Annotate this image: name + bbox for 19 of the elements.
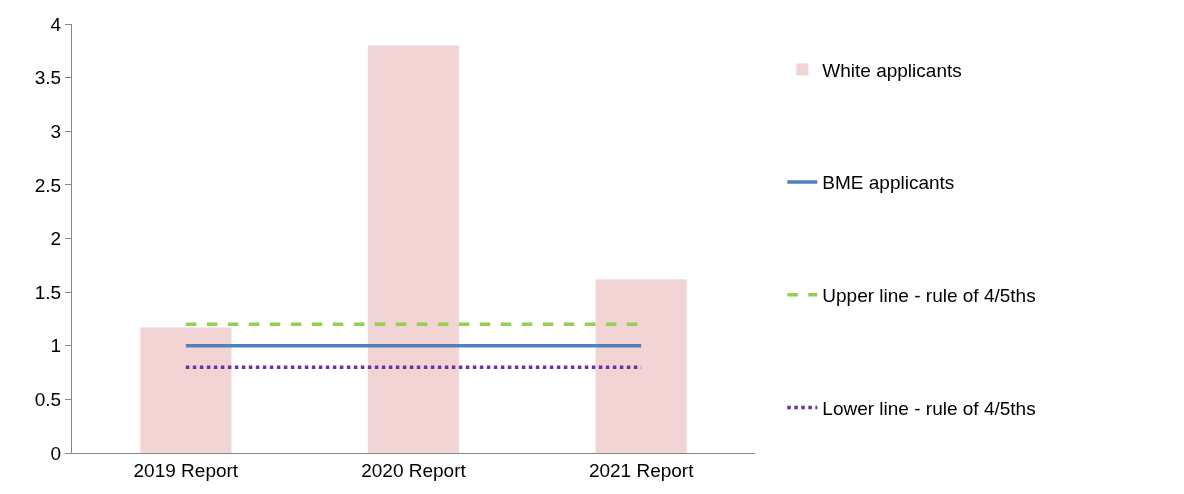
y-tick-label: 2: [50, 228, 62, 250]
legend-label: BME applicants: [822, 172, 955, 194]
y-tick-label: 3.5: [34, 67, 62, 89]
y-tick-label: 1.5: [34, 281, 62, 303]
legend-label: White applicants: [822, 59, 962, 81]
bar: [595, 279, 687, 453]
legend-label: Upper line - rule of 4/5ths: [822, 285, 1036, 307]
x-tick-label: 2020 Report: [361, 459, 467, 481]
y-tick-label: 2.5: [34, 174, 62, 196]
y-tick-label: 1: [50, 335, 62, 357]
y-tick-label: 0: [50, 442, 62, 464]
legend-label: Lower line - rule of 4/5ths: [822, 397, 1036, 419]
y-tick-label: 4: [50, 13, 62, 35]
x-tick-label: 2019 Report: [133, 459, 239, 481]
y-tick-label: 3: [50, 120, 62, 142]
bar: [140, 327, 232, 453]
y-tick-label: 0.5: [34, 389, 62, 411]
bar: [367, 45, 460, 453]
x-tick-label: 2021 Report: [588, 459, 695, 481]
